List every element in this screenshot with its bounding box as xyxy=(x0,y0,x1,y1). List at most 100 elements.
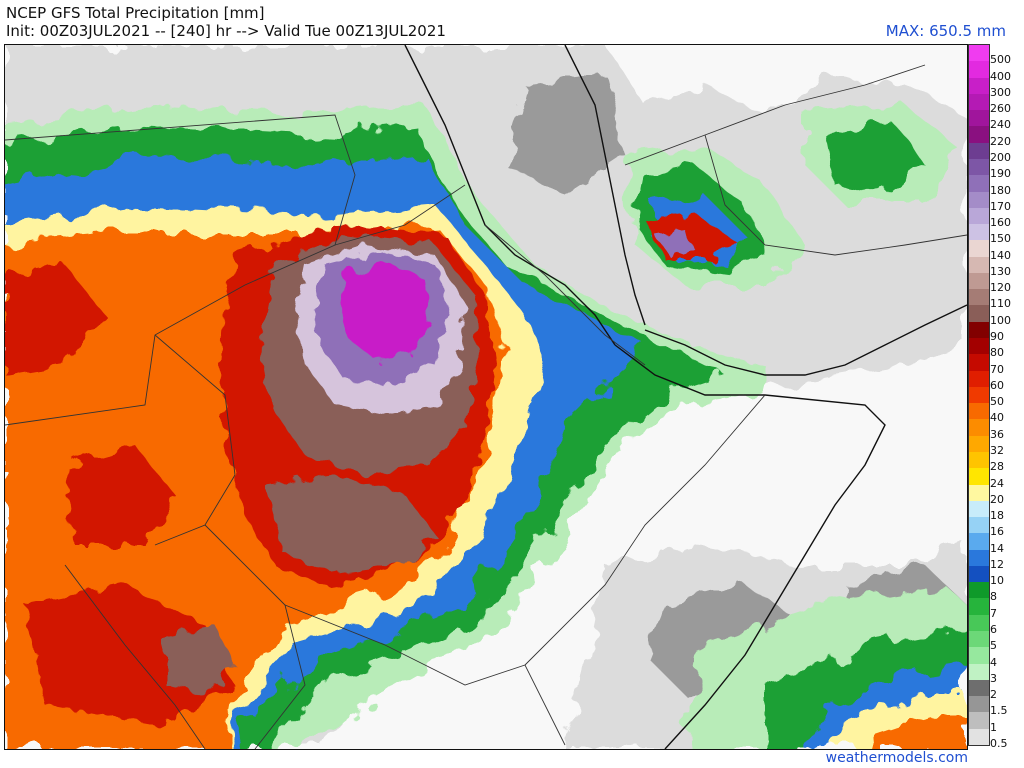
colorbar-cell xyxy=(969,207,989,225)
colorbar-label: 3 xyxy=(990,671,997,685)
colorbar-label: 200 xyxy=(990,150,1011,164)
colorbar-label: 1.5 xyxy=(990,704,1008,718)
colorbar-label: 14 xyxy=(990,541,1004,555)
colorbar-label: 70 xyxy=(990,362,1004,376)
colorbar-cell xyxy=(969,77,989,95)
colorbar-label: 120 xyxy=(990,281,1011,295)
colorbar-label: 140 xyxy=(990,248,1011,262)
colorbar-label: 2 xyxy=(990,688,997,702)
colorbar-cell xyxy=(969,696,989,713)
colorbar-cell xyxy=(969,500,989,518)
colorbar-cell xyxy=(969,517,989,534)
colorbar-label: 5 xyxy=(990,639,997,653)
colorbar-cell xyxy=(969,451,989,469)
colorbar-label: 130 xyxy=(990,264,1011,278)
colorbar-cell xyxy=(969,224,989,241)
colorbar-cell xyxy=(969,419,989,437)
colorbar-label: 20 xyxy=(990,492,1004,506)
colorbar-label: 90 xyxy=(990,330,1004,344)
colorbar-cell xyxy=(969,321,989,339)
map-canvas xyxy=(5,45,967,749)
colorbar-label: 160 xyxy=(990,216,1011,230)
colorbar-label: 32 xyxy=(990,443,1004,457)
precip-area-100mm xyxy=(165,625,235,695)
colorbar-cell xyxy=(969,354,989,372)
colorbar-label: 220 xyxy=(990,134,1011,148)
precip-colorbar xyxy=(968,44,990,746)
colorbar-label: 180 xyxy=(990,183,1011,197)
colorbar-label: 100 xyxy=(990,313,1011,327)
max-value-label: MAX: 650.5 mm xyxy=(885,22,1006,40)
precip-area-8mm xyxy=(825,125,925,195)
precip-area-70mm xyxy=(65,445,175,545)
colorbar-cell xyxy=(969,175,989,192)
colorbar-cell xyxy=(969,435,989,453)
colorbar-label: 6 xyxy=(990,623,997,637)
precip-area-100mm xyxy=(265,475,435,575)
colorbar-cell xyxy=(969,289,989,306)
colorbar-cell xyxy=(969,191,989,209)
colorbar-label: 500 xyxy=(990,53,1011,67)
colorbar-cell xyxy=(969,679,989,697)
colorbar-label: 40 xyxy=(990,411,1004,425)
colorbar-cell xyxy=(969,484,989,502)
colorbar-label: 7 xyxy=(990,606,997,620)
colorbar-cell xyxy=(969,370,989,388)
colorbar-cell xyxy=(969,614,989,632)
colorbar-cell xyxy=(969,110,989,127)
colorbar-label: 18 xyxy=(990,509,1004,523)
colorbar-cell xyxy=(969,565,989,583)
colorbar-cell xyxy=(969,403,989,420)
precipitation-map xyxy=(4,44,968,750)
colorbar-label: 50 xyxy=(990,395,1004,409)
colorbar-label: 260 xyxy=(990,102,1011,116)
colorbar-label: 4 xyxy=(990,655,997,669)
precip-area-300mm xyxy=(340,263,430,360)
precip-area-40mm xyxy=(865,715,967,749)
precip-area-200mm xyxy=(655,230,695,257)
colorbar-cell xyxy=(969,272,989,290)
colorbar-label: 1 xyxy=(990,720,997,734)
gulf-of-aden-north-coast xyxy=(644,304,967,376)
colorbar-cell xyxy=(969,126,989,144)
colorbar-label: 24 xyxy=(990,476,1004,490)
colorbar-label: 12 xyxy=(990,557,1004,571)
red-sea-east-coast xyxy=(564,45,646,326)
colorbar-label: 240 xyxy=(990,118,1011,132)
map-subtitle: Init: 00Z03JUL2021 -- [240] hr --> Valid… xyxy=(6,22,446,40)
colorbar-cell xyxy=(969,663,989,681)
colorbar-label: 28 xyxy=(990,460,1004,474)
colorbar-label: 170 xyxy=(990,199,1011,213)
colorbar-label: 8 xyxy=(990,590,997,604)
colorbar-label: 0.5 xyxy=(990,737,1008,750)
colorbar-label: 110 xyxy=(990,297,1011,311)
colorbar-label: 36 xyxy=(990,427,1004,441)
colorbar-cell xyxy=(969,240,989,258)
colorbar-label: 16 xyxy=(990,525,1004,539)
colorbar-label: 80 xyxy=(990,346,1004,360)
colorbar-label: 10 xyxy=(990,574,1004,588)
colorbar-cell xyxy=(969,631,989,648)
colorbar-label: 400 xyxy=(990,69,1011,83)
colorbar-cell xyxy=(969,647,989,665)
colorbar-cell xyxy=(969,256,989,274)
colorbar-label: 150 xyxy=(990,232,1011,246)
colorbar-cell xyxy=(969,305,989,323)
colorbar-cell xyxy=(969,582,989,599)
colorbar-cell xyxy=(969,45,989,62)
colorbar-cell xyxy=(969,386,989,404)
colorbar-cell xyxy=(969,142,989,160)
colorbar-label: 60 xyxy=(990,378,1004,392)
colorbar-cell xyxy=(969,533,989,551)
colorbar-cell xyxy=(969,338,989,355)
colorbar-label: 300 xyxy=(990,85,1011,99)
precip-area-70mm xyxy=(5,265,105,375)
colorbar-label: 190 xyxy=(990,167,1011,181)
colorbar-cell xyxy=(969,61,989,79)
colorbar-cell xyxy=(969,93,989,111)
colorbar-cell xyxy=(969,712,989,730)
precip-area-70mm xyxy=(25,585,235,725)
map-title: NCEP GFS Total Precipitation [mm] xyxy=(6,4,265,22)
credit-label: weathermodels.com xyxy=(825,750,968,766)
colorbar-cell xyxy=(969,728,989,746)
